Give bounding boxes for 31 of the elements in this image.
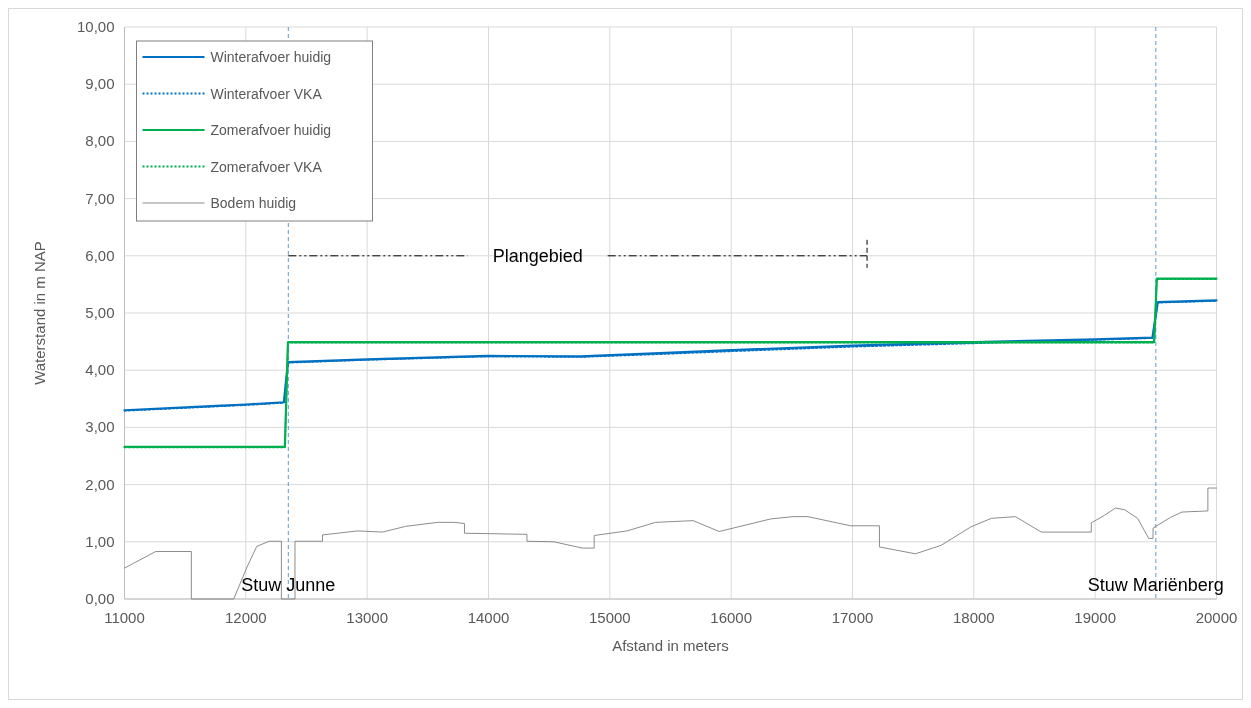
x-tick-label: 19000 (1074, 609, 1117, 626)
y-tick-label: 9,00 (85, 75, 115, 93)
y-tick-label: 6,00 (85, 246, 115, 264)
x-tick-label: 13000 (346, 609, 389, 626)
y-tick-label: 3,00 (85, 418, 115, 436)
y-tick-label: 8,00 (85, 132, 115, 150)
x-tick-label: 17000 (831, 609, 874, 626)
y-axis-title: Waterstand in m NAP (30, 241, 48, 385)
y-tick-label: 0,00 (85, 590, 115, 607)
x-axis-title: Afstand in meters (612, 637, 729, 654)
x-tick-label: 12000 (224, 609, 267, 626)
x-tick-label: 14000 (467, 609, 510, 626)
legend-label: Zomerafvoer VKA (210, 158, 323, 175)
x-tick-label: 18000 (952, 609, 995, 626)
x-tick-label: 11000 (104, 609, 145, 626)
ref-line-label: Stuw Mariënberg (1087, 575, 1224, 595)
legend-label: Winterafvoer VKA (210, 85, 323, 102)
x-tick-label: 20000 (1195, 609, 1238, 626)
y-tick-label: 1,00 (85, 532, 115, 550)
legend-label: Zomerafvoer huidig (210, 122, 332, 138)
y-tick-label: 7,00 (85, 189, 115, 207)
x-tick-label: 16000 (710, 609, 753, 626)
y-tick-label: 4,00 (85, 361, 115, 379)
y-tick-label: 2,00 (85, 475, 115, 493)
ref-line-label: Stuw Junne (241, 575, 336, 595)
annotation: Plangebied (492, 245, 583, 266)
legend-label: Bodem huidig (210, 195, 297, 211)
y-tick-label: 5,00 (85, 304, 115, 321)
legend-label: Winterafvoer huidig (210, 49, 332, 65)
y-tick-label: 10,00 (76, 18, 115, 35)
x-tick-label: 15000 (588, 609, 631, 626)
